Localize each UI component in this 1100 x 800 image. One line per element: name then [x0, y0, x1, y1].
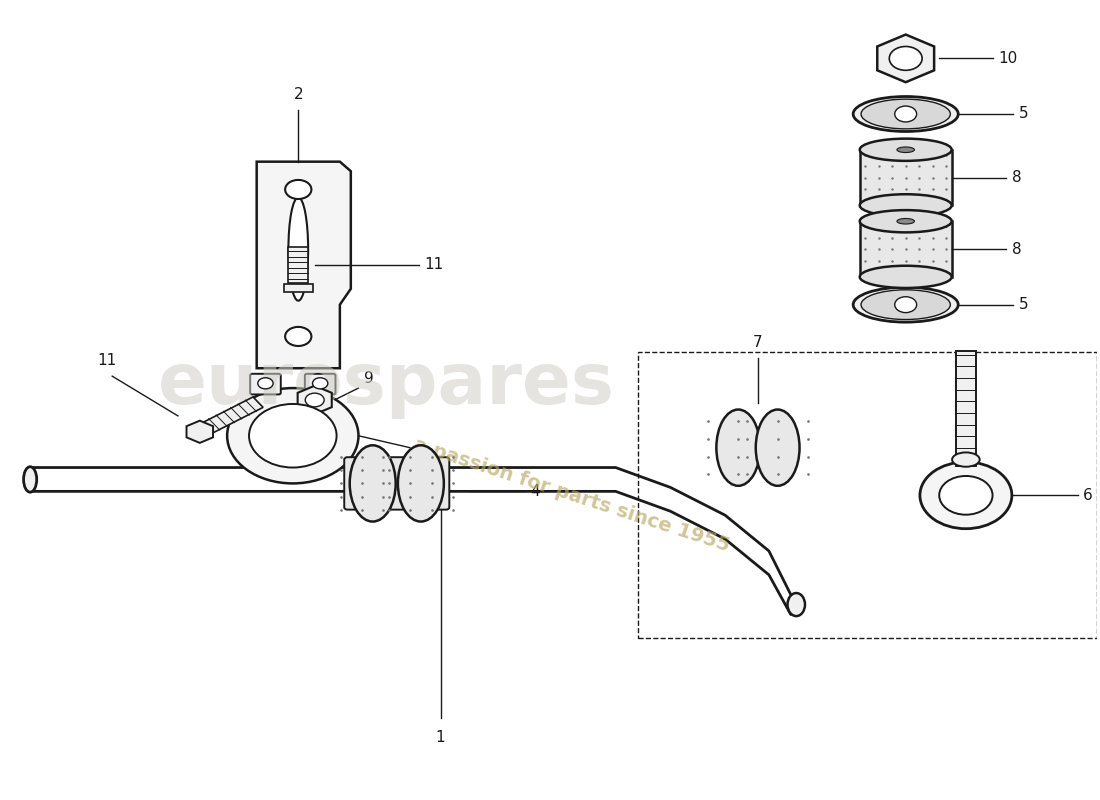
Text: 1: 1 — [436, 730, 446, 745]
Circle shape — [312, 378, 328, 389]
Ellipse shape — [854, 97, 958, 131]
Ellipse shape — [854, 287, 958, 322]
Text: 9: 9 — [364, 370, 374, 386]
Text: 11: 11 — [97, 354, 117, 368]
Circle shape — [894, 297, 916, 313]
Bar — [638, 352, 1097, 638]
Polygon shape — [187, 421, 213, 443]
Ellipse shape — [398, 446, 443, 522]
Polygon shape — [298, 386, 332, 414]
FancyBboxPatch shape — [860, 150, 952, 206]
Text: 10: 10 — [999, 51, 1018, 66]
Ellipse shape — [350, 446, 396, 522]
Ellipse shape — [860, 138, 952, 161]
Circle shape — [227, 388, 359, 483]
Ellipse shape — [896, 147, 914, 153]
Circle shape — [894, 106, 916, 122]
Ellipse shape — [953, 453, 980, 466]
Text: 11: 11 — [425, 258, 443, 273]
Ellipse shape — [788, 593, 805, 616]
Text: 8: 8 — [1012, 170, 1022, 185]
Bar — [284, 285, 312, 292]
Bar — [288, 247, 308, 283]
Text: eurospares: eurospares — [157, 350, 614, 418]
Circle shape — [920, 462, 1012, 529]
Text: 5: 5 — [1019, 106, 1028, 122]
Text: a passion for parts since 1955: a passion for parts since 1955 — [411, 435, 733, 555]
Circle shape — [305, 393, 324, 407]
FancyBboxPatch shape — [344, 457, 449, 510]
FancyBboxPatch shape — [724, 428, 792, 467]
Text: 7: 7 — [754, 335, 762, 350]
Circle shape — [249, 404, 337, 467]
Ellipse shape — [288, 198, 308, 301]
Circle shape — [257, 378, 273, 389]
Ellipse shape — [861, 290, 950, 319]
Ellipse shape — [860, 210, 952, 232]
Ellipse shape — [896, 218, 914, 224]
Ellipse shape — [716, 410, 760, 486]
Text: 3: 3 — [416, 450, 425, 465]
Circle shape — [285, 180, 311, 199]
Text: 4: 4 — [530, 484, 540, 499]
Circle shape — [285, 327, 311, 346]
Polygon shape — [190, 397, 263, 439]
Circle shape — [939, 476, 992, 514]
Ellipse shape — [23, 466, 36, 492]
Ellipse shape — [860, 194, 952, 217]
FancyBboxPatch shape — [860, 222, 952, 277]
FancyBboxPatch shape — [250, 374, 280, 394]
Bar — [956, 350, 976, 466]
Circle shape — [889, 46, 922, 70]
Polygon shape — [878, 34, 934, 82]
Ellipse shape — [860, 266, 952, 288]
Text: 5: 5 — [1019, 297, 1028, 312]
Ellipse shape — [861, 99, 950, 129]
Text: 2: 2 — [294, 87, 304, 102]
Text: 6: 6 — [1084, 488, 1092, 503]
Polygon shape — [256, 162, 351, 368]
Ellipse shape — [756, 410, 800, 486]
FancyBboxPatch shape — [305, 374, 336, 394]
Text: 8: 8 — [1012, 242, 1022, 257]
